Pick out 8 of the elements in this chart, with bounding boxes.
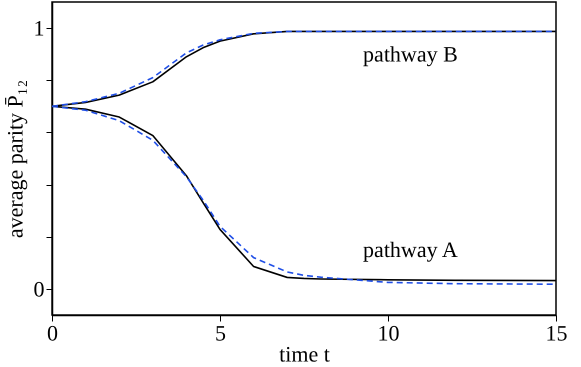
x-tick-label: 5 [215, 320, 226, 346]
y-tick-label: 1 [34, 16, 44, 41]
annotation: pathway A [363, 237, 458, 262]
annotation: pathway B [363, 42, 458, 67]
x-axis-title: time t [279, 342, 330, 366]
x-tick-label: 10 [378, 320, 400, 346]
y-axis-title: average parity P̄₁₂ [2, 80, 28, 238]
x-tick-label: 15 [546, 320, 568, 346]
